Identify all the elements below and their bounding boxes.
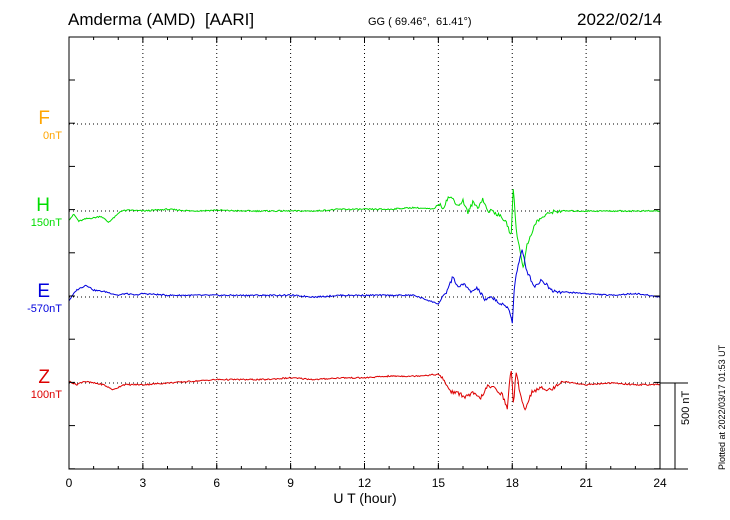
- component-label-z: Z: [38, 367, 50, 388]
- x-tick-label: 12: [358, 476, 372, 490]
- x-tick-label: 6: [213, 476, 220, 490]
- component-baseline-h: 150nT: [30, 217, 62, 229]
- component-baseline-f: 0nT: [43, 130, 62, 142]
- component-baseline-e: -570nT: [27, 303, 62, 315]
- plot-date: 2022/02/14: [577, 10, 663, 29]
- station-title: Amderma (AMD) [AARI]: [68, 10, 255, 29]
- scale-bar-label: 500 nT: [680, 390, 692, 425]
- x-tick-label: 24: [653, 476, 667, 490]
- component-label-e: E: [37, 281, 50, 302]
- scale-bar: [660, 382, 688, 470]
- x-tick-label: 18: [506, 476, 520, 490]
- series-line-z: [68, 370, 661, 411]
- x-tick-label: 9: [287, 476, 294, 490]
- component-baseline-z: 100nT: [30, 389, 62, 401]
- component-label-f: F: [38, 108, 50, 129]
- x-tick-label: 0: [66, 476, 73, 490]
- grid: [69, 37, 660, 469]
- axis-ticks: 0 3 6 9 12 15 18 21 24: [66, 37, 667, 490]
- x-tick-label: 15: [432, 476, 446, 490]
- series-line-e: [68, 249, 661, 324]
- plotted-timestamp: Plotted at 2022/03/17 01:53 UT: [717, 344, 727, 470]
- series-layer: [68, 188, 661, 411]
- component-label-h: H: [36, 195, 50, 216]
- x-axis-label: U T (hour): [333, 490, 397, 506]
- x-tick-label: 21: [579, 476, 593, 490]
- geographic-coords: GG ( 69.46°, 61.41°): [368, 16, 472, 28]
- series-line-h: [68, 188, 661, 269]
- x-tick-label: 3: [140, 476, 147, 490]
